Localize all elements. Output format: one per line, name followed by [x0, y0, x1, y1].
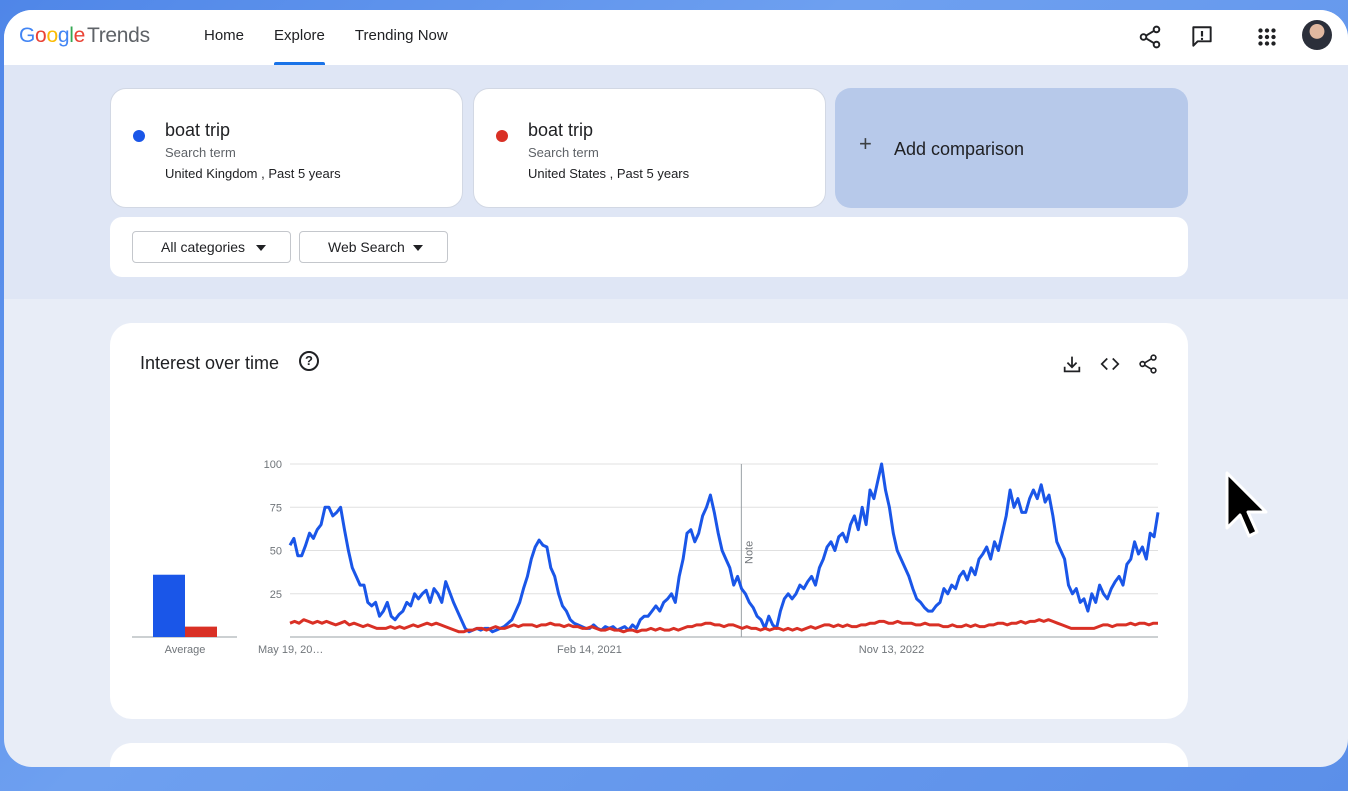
x-tick-label: Feb 14, 2021: [557, 644, 622, 656]
category-dropdown[interactable]: All categories: [132, 231, 291, 263]
apps-grid-icon[interactable]: [1254, 24, 1280, 50]
interest-over-time-chart[interactable]: 25 50 75 100 Note May 19, 20… Feb 14, 2021 Nov …: [110, 323, 1188, 719]
add-comparison-label: Add comparison: [894, 139, 1025, 159]
chart-title: Interest over time: [140, 353, 280, 373]
nav-explore[interactable]: Explore: [274, 10, 325, 65]
add-comparison-button[interactable]: + Add comparison: [835, 88, 1188, 208]
average-bar-uk: [153, 574, 185, 637]
term-name: boat trip: [165, 120, 231, 140]
x-tick-label: Nov 13, 2022: [859, 644, 924, 656]
dropdown-arrow-icon: [256, 245, 266, 251]
y-tick-label: 50: [270, 546, 282, 558]
nav-home[interactable]: Home: [204, 27, 245, 44]
browser-window: GoogleTrends Home Explore Trending Now: [4, 10, 1348, 767]
note-label: Note: [743, 541, 755, 564]
x-tick-label: May 19, 20…: [258, 644, 323, 656]
term-type: Search term: [528, 145, 599, 160]
embed-code-icon[interactable]: [1099, 353, 1121, 375]
search-type-dropdown[interactable]: Web Search: [299, 231, 448, 263]
search-type-value: Web Search: [328, 239, 405, 255]
nav-trending-now[interactable]: Trending Now: [354, 27, 448, 44]
plus-icon: +: [859, 131, 872, 156]
term-location[interactable]: United Kingdom , Past 5 years: [165, 166, 341, 181]
download-icon[interactable]: [1061, 353, 1083, 375]
help-icon[interactable]: ?: [299, 351, 319, 371]
category-value: All categories: [161, 239, 246, 255]
share-icon[interactable]: [1137, 24, 1163, 50]
feedback-icon[interactable]: [1189, 24, 1215, 50]
interest-over-time-card: Interest over time ? 25 50 75 100 Note May 19…: [110, 323, 1188, 719]
main-nav: Home Explore Trending Now: [204, 10, 478, 65]
top-bar: GoogleTrends Home Explore Trending Now: [4, 10, 1348, 66]
y-tick-label: 25: [270, 589, 282, 601]
mouse-cursor-icon: [1225, 471, 1268, 538]
series-line-us: [289, 618, 1158, 634]
series-line-uk: [288, 462, 1160, 634]
series-color-dot: [133, 130, 145, 142]
term-type: Search term: [165, 145, 236, 160]
filter-bar: All categories Web Search: [110, 217, 1188, 277]
term-name: boat trip: [528, 120, 594, 140]
share-icon[interactable]: [1137, 353, 1159, 375]
google-trends-logo[interactable]: GoogleTrends: [19, 24, 150, 47]
y-tick-label: 100: [264, 459, 282, 471]
series-color-dot: [496, 130, 508, 142]
search-term-card-1[interactable]: boat trip Search term United Kingdom , P…: [110, 88, 463, 208]
term-location[interactable]: United States , Past 5 years: [528, 166, 690, 181]
average-label: Average: [165, 644, 206, 656]
search-term-card-2[interactable]: boat trip Search term United States , Pa…: [473, 88, 826, 208]
dropdown-arrow-icon: [413, 245, 423, 251]
account-avatar[interactable]: [1302, 20, 1332, 50]
average-bar-us: [185, 626, 217, 637]
next-section-card: [110, 743, 1188, 767]
y-tick-label: 75: [270, 502, 282, 514]
